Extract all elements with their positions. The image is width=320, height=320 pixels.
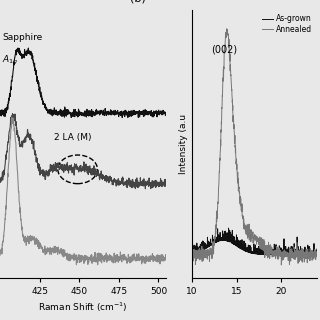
As-grown <box>315 253 319 257</box>
Annealed <box>225 27 228 31</box>
As-grown <box>270 253 274 257</box>
Annealed <box>298 257 302 260</box>
As-grown <box>266 248 270 252</box>
As-grown <box>227 226 230 230</box>
Text: (b): (b) <box>130 0 145 4</box>
Annealed <box>266 250 270 253</box>
As-grown <box>190 243 194 247</box>
Line: As-grown: As-grown <box>192 228 317 255</box>
X-axis label: Raman Shift (cm$^{-1}$): Raman Shift (cm$^{-1}$) <box>38 300 128 314</box>
Y-axis label: Intensity (a.u: Intensity (a.u <box>179 114 188 174</box>
Annealed <box>315 251 319 254</box>
As-grown <box>285 251 289 255</box>
Text: 2 LA (M): 2 LA (M) <box>54 132 92 141</box>
Annealed <box>285 250 289 254</box>
Text: $A_{1g}$: $A_{1g}$ <box>2 54 19 67</box>
Annealed <box>263 240 267 244</box>
Legend: As-grown, Annealed: As-grown, Annealed <box>261 13 313 35</box>
As-grown <box>263 252 267 256</box>
Annealed <box>279 263 283 267</box>
As-grown <box>315 247 319 251</box>
Annealed <box>198 247 202 251</box>
Annealed <box>270 245 274 249</box>
Text: Sapphire: Sapphire <box>2 34 43 43</box>
As-grown <box>298 253 301 257</box>
Annealed <box>190 256 194 260</box>
Text: (002): (002) <box>212 44 238 54</box>
As-grown <box>198 250 202 253</box>
Line: Annealed: Annealed <box>192 29 317 265</box>
